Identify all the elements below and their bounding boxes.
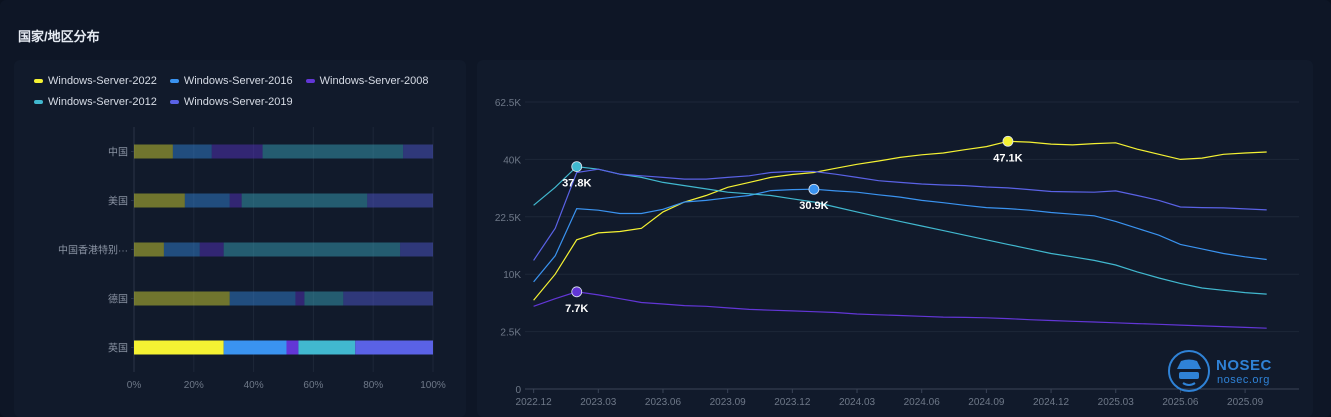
line-annotation-point[interactable] (571, 161, 583, 173)
bar-segment-windows-server-2012[interactable] (241, 193, 368, 208)
line-x-tick-label: 2024.06 (904, 397, 941, 408)
line-x-tick-label: 2025.09 (1227, 397, 1264, 408)
bar-x-tick-label: 100% (420, 380, 446, 391)
bar-category-label: 德国 (108, 293, 128, 306)
bar-x-tick-label: 80% (363, 380, 383, 391)
legend-swatch (34, 100, 43, 104)
bar-category-label: 美国 (108, 195, 128, 208)
bar-segment-windows-server-2008[interactable] (295, 291, 305, 306)
legend-label: Windows-Server-2016 (183, 75, 293, 87)
line-y-tick-label: 62.5K (495, 98, 521, 109)
hat-spy-icon (1168, 350, 1210, 392)
bar-chart-legend: Windows-Server-2022 Windows-Server-2016 Wi… (34, 75, 454, 108)
bar-x-tick-label: 20% (184, 380, 204, 391)
line-x-tick-label: 2024.03 (839, 397, 876, 408)
line-series-windows-server-2012[interactable] (533, 165, 1267, 295)
legend-swatch (169, 100, 179, 104)
legend-item-windows-server-2008[interactable]: Windows-Server-2008 (305, 75, 429, 87)
line-annotation-point[interactable] (1002, 135, 1014, 147)
line-series-windows-server-2022[interactable] (533, 140, 1267, 301)
bar-segment-windows-server-2012[interactable] (304, 291, 344, 306)
bar-segment-windows-server-2016[interactable] (229, 291, 296, 306)
line-x-tick-label: 2024.12 (1033, 397, 1070, 408)
bar-category-label: 英国 (108, 342, 128, 355)
line-annotation-label: 7.7K (565, 303, 588, 315)
legend-swatch (169, 79, 179, 83)
bar-segment-windows-server-2019[interactable] (355, 340, 433, 355)
bar-segment-windows-server-2012[interactable] (298, 340, 356, 355)
line-y-tick-label: 2.5K (500, 328, 521, 339)
bar-segment-windows-server-2012[interactable] (262, 144, 404, 159)
logo-text-sub: nosec.org (1217, 374, 1270, 386)
line-series-windows-server-2016[interactable] (533, 188, 1267, 283)
bar-segment-windows-server-2008[interactable] (286, 340, 299, 355)
bar-segment-windows-server-2019[interactable] (400, 242, 433, 257)
legend-swatch (305, 79, 315, 83)
line-x-tick-label: 2022.12 (516, 397, 553, 408)
legend-label: Windows-Server-2019 (183, 96, 293, 108)
bar-segment-windows-server-2008[interactable] (229, 193, 242, 208)
legend-label: Windows-Server-2022 (48, 75, 157, 87)
bar-x-tick-label: 40% (244, 380, 264, 391)
bar-category-label: 中国香港特别··· (58, 244, 128, 257)
bar-segment-windows-server-2019[interactable] (367, 193, 433, 208)
line-x-tick-label: 2023.03 (580, 397, 617, 408)
bar-segment-windows-server-2016[interactable] (172, 144, 212, 159)
line-x-tick-label: 2023.06 (645, 397, 682, 408)
bar-segment-windows-server-2019[interactable] (403, 144, 433, 159)
bar-segment-windows-server-2016[interactable] (163, 242, 200, 257)
line-y-tick-label: 10K (503, 270, 521, 281)
bar-category-label: 中国 (108, 146, 128, 159)
legend-swatch (34, 79, 43, 83)
bar-segment-windows-server-2008[interactable] (199, 242, 224, 257)
bar-segment-windows-server-2016[interactable] (184, 193, 230, 208)
country-distribution-panel: Windows-Server-2022 Windows-Server-2016 Wi… (14, 60, 466, 417)
bar-segment-windows-server-2022[interactable] (134, 144, 173, 159)
bar-x-tick-label: 60% (303, 380, 323, 391)
bar-segment-windows-server-2022[interactable] (134, 242, 164, 257)
line-y-tick-label: 22.5K (495, 213, 521, 224)
bar-segment-windows-server-2019[interactable] (343, 291, 433, 306)
line-series-windows-server-2019[interactable] (533, 168, 1267, 261)
legend-item-windows-server-2022[interactable]: Windows-Server-2022 (34, 75, 157, 87)
logo-text-main: NOSEC (1216, 357, 1272, 374)
legend-item-windows-server-2016[interactable]: Windows-Server-2016 (169, 75, 293, 87)
line-x-tick-label: 2025.03 (1098, 397, 1135, 408)
line-annotation-label: 30.9K (799, 200, 828, 212)
line-x-tick-label: 2024.09 (968, 397, 1005, 408)
line-annotation-label: 47.1K (993, 152, 1022, 164)
bar-segment-windows-server-2012[interactable] (223, 242, 401, 257)
line-y-tick-label: 0 (515, 385, 521, 396)
line-x-tick-label: 2025.06 (1162, 397, 1199, 408)
bar-segment-windows-server-2022[interactable] (134, 291, 230, 306)
bar-segment-windows-server-2022[interactable] (134, 193, 185, 208)
legend-label: Windows-Server-2012 (48, 96, 157, 108)
legend-item-windows-server-2019[interactable]: Windows-Server-2019 (169, 96, 293, 108)
bar-x-tick-label: 0% (127, 380, 142, 391)
line-chart: 0 2.5K 10K 22.5K 40K 62.5K 2022.12 2023.03 2023.… (495, 98, 1299, 408)
bar-segment-windows-server-2008[interactable] (211, 144, 263, 159)
nosec-logo: NOSEC nosec.org (1167, 349, 1287, 393)
legend-item-windows-server-2012[interactable]: Windows-Server-2012 (34, 96, 157, 108)
bar-segment-windows-server-2016[interactable] (223, 340, 287, 355)
page-title: 国家/地区分布 (18, 29, 100, 44)
line-x-tick-label: 2023.12 (774, 397, 811, 408)
bar-segment-windows-server-2022[interactable] (134, 340, 224, 355)
line-annotation-label: 37.8K (562, 178, 591, 190)
line-series-windows-server-2008[interactable] (533, 291, 1267, 329)
line-annotation-point[interactable] (808, 183, 820, 195)
line-y-tick-label: 40K (503, 155, 521, 166)
legend-label: Windows-Server-2008 (319, 75, 429, 87)
line-x-tick-label: 2023.09 (710, 397, 747, 408)
line-annotation-point[interactable] (571, 286, 583, 298)
